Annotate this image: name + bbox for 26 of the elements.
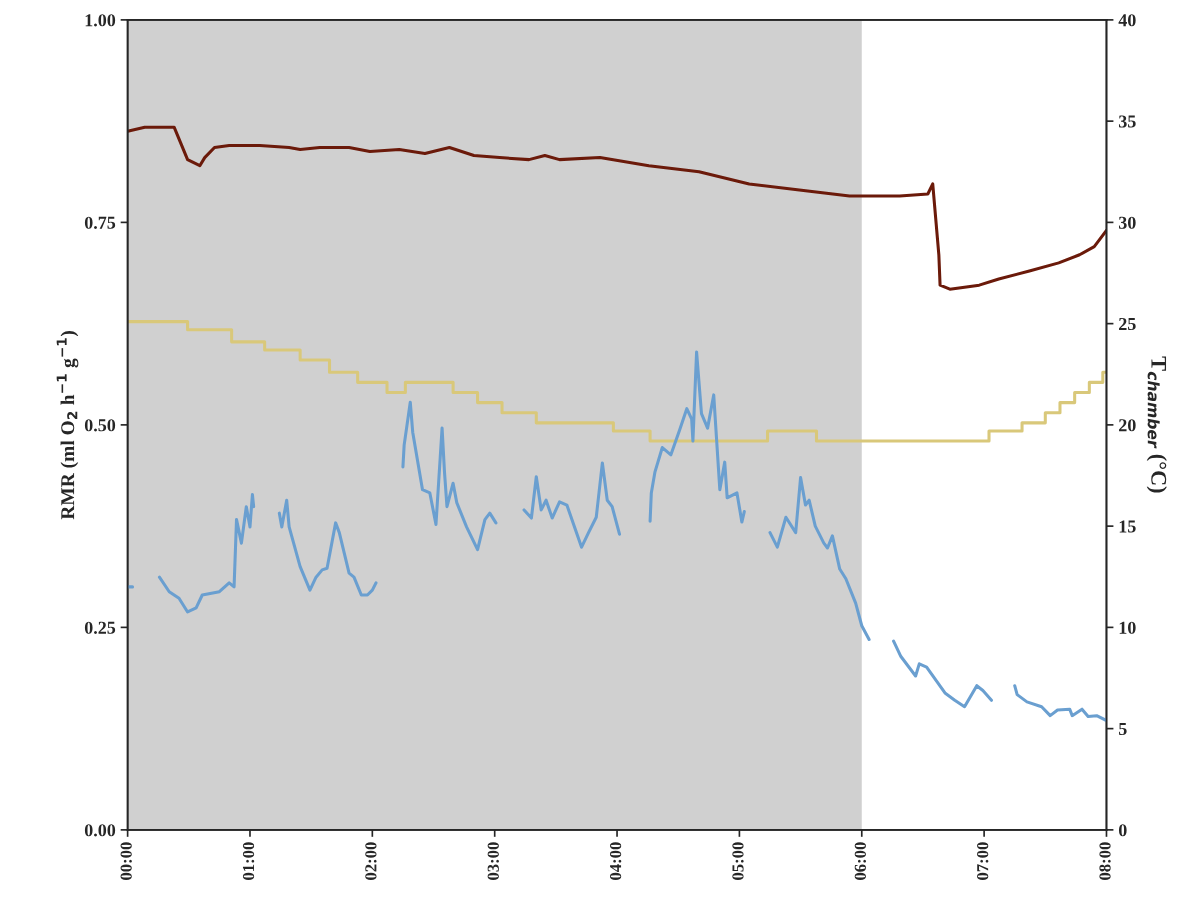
x-tick-label: 04:00 (609, 842, 622, 880)
x-tick-label: 03:00 (487, 842, 499, 880)
y-tick-label: 0.25 (84, 621, 116, 634)
x-tick-label: 02:00 (365, 842, 377, 880)
x-tick-label: 07:00 (977, 842, 989, 880)
y-tick-label: 0.00 (84, 824, 116, 837)
y2-tick-label: 35 (1118, 115, 1136, 128)
y2-tick-label: 15 (1119, 520, 1136, 533)
line-series (127, 125, 1107, 291)
y-axis-title: RMR (ml O$_{2}$ h$^{−1}$ g$^{−1}$) (56, 331, 79, 520)
x-tick-label: 08:00 (1099, 842, 1111, 880)
y2-tick-label: 5 (1119, 723, 1127, 736)
y2-tick-label: 40 (1118, 14, 1136, 27)
x-tick-label: 05:00 (732, 842, 744, 880)
y-tick-label: 0.75 (84, 216, 116, 229)
y2-tick-label: 0 (1118, 824, 1127, 837)
x-tick-label: 01:00 (242, 842, 255, 880)
y2-tick-label: 30 (1118, 216, 1136, 229)
x-tick-label: 06:00 (854, 842, 867, 880)
y-tick-label: 0.50 (84, 419, 116, 432)
y-tick-label: 1.00 (85, 14, 116, 27)
y2-axis-title: T$_{chamber}$ (°C) (1146, 356, 1167, 493)
y2-tick-label: 20 (1119, 419, 1136, 432)
y2-tick-label: 10 (1119, 621, 1136, 634)
x-tick-label: 00:00 (120, 842, 132, 880)
y2-tick-label: 25 (1119, 317, 1136, 331)
